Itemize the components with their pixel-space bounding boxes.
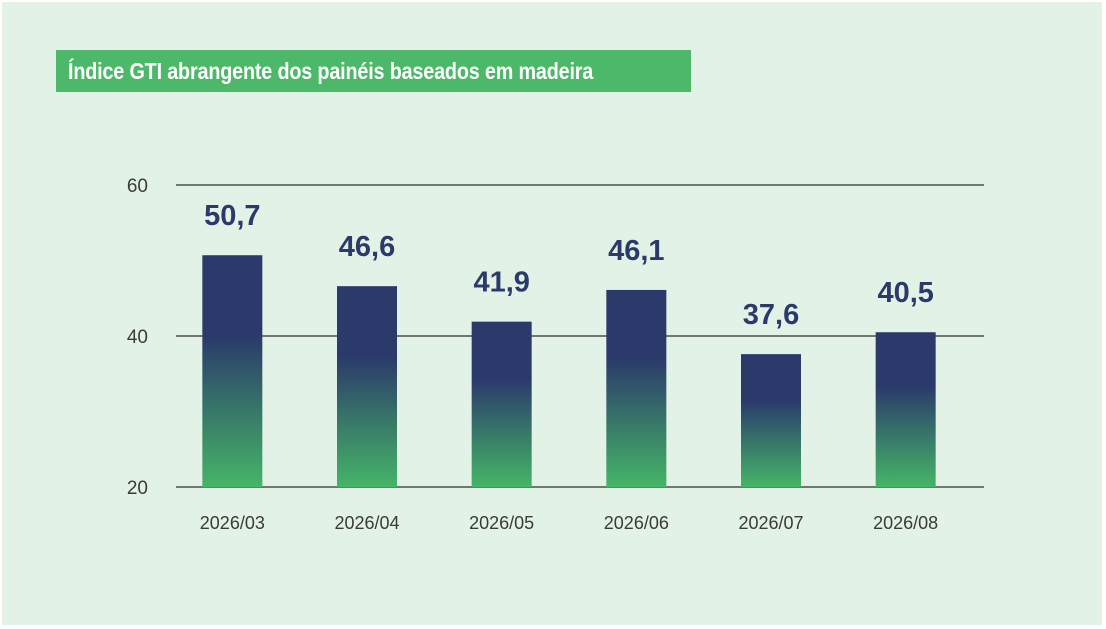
x-tick-label: 2026/07	[738, 513, 803, 533]
gridlines	[176, 184, 984, 488]
chart-title: Índice GTI abrangente dos painéis basead…	[68, 57, 594, 84]
x-tick-label: 2026/06	[604, 513, 669, 533]
bar-2026/05	[471, 321, 532, 487]
y-tick-label: 40	[127, 327, 148, 348]
x-tick-label: 2026/04	[334, 513, 399, 533]
y-tick-label: 20	[127, 478, 148, 499]
bar-2026/04	[337, 286, 397, 487]
x-tick-label: 2026/05	[469, 513, 534, 533]
labels: 20 40 60 50,7 2026/03 46,6 2026/04 41,9 2026/05 4…	[127, 176, 938, 533]
x-tick-label: 2026/03	[200, 513, 265, 533]
value-label: 46,6	[339, 231, 395, 263]
bar-2026/06	[606, 289, 667, 487]
value-label: 40,5	[877, 277, 933, 309]
bar-2026/03	[202, 255, 263, 487]
value-label: 41,9	[473, 267, 529, 299]
value-label: 37,6	[743, 299, 799, 331]
bars	[202, 255, 936, 487]
bar-2026/08	[875, 332, 936, 487]
y-tick-label: 60	[127, 176, 148, 197]
x-tick-label: 2026/08	[873, 513, 938, 533]
value-label: 50,7	[204, 200, 260, 232]
bar-2026/07	[741, 354, 801, 487]
chart-title-box: Índice GTI abrangente dos painéis basead…	[56, 50, 691, 92]
value-label: 46,1	[608, 235, 664, 267]
